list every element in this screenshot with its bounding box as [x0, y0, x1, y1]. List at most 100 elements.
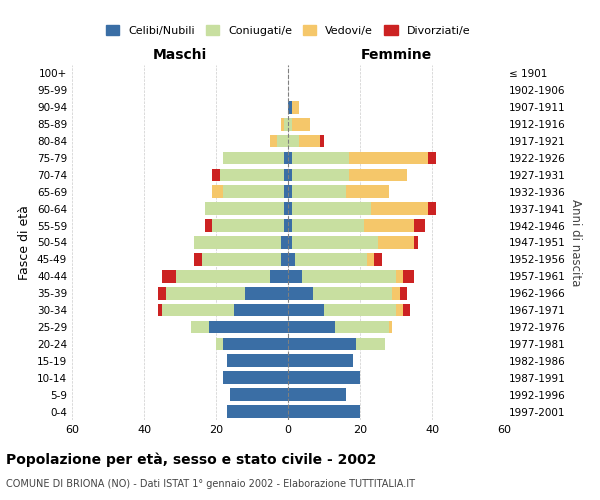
Bar: [166, 287, 245, 300]
Bar: [378, 236, 414, 249]
Bar: [320, 134, 324, 147]
Bar: [288, 354, 353, 367]
Bar: [288, 118, 292, 130]
Bar: [158, 304, 162, 316]
Bar: [288, 186, 292, 198]
Bar: [292, 101, 299, 114]
Bar: [302, 270, 396, 282]
Bar: [414, 220, 425, 232]
Bar: [288, 304, 324, 316]
Y-axis label: Fasce di età: Fasce di età: [19, 205, 31, 280]
Bar: [288, 168, 292, 181]
Text: Maschi: Maschi: [153, 48, 207, 62]
Bar: [428, 152, 436, 164]
Bar: [288, 236, 292, 249]
Bar: [292, 168, 349, 181]
Bar: [284, 220, 288, 232]
Bar: [288, 320, 335, 334]
Bar: [284, 202, 288, 215]
Bar: [205, 220, 212, 232]
Bar: [212, 220, 284, 232]
Text: Femmine: Femmine: [361, 48, 431, 62]
Bar: [281, 118, 284, 130]
Bar: [292, 220, 364, 232]
Bar: [158, 287, 166, 300]
Bar: [212, 168, 220, 181]
Bar: [392, 287, 400, 300]
Bar: [400, 287, 407, 300]
Bar: [364, 220, 414, 232]
Bar: [292, 152, 349, 164]
Bar: [284, 168, 288, 181]
Bar: [389, 320, 392, 334]
Bar: [234, 304, 288, 316]
Bar: [216, 338, 223, 350]
Bar: [288, 338, 356, 350]
Bar: [292, 186, 346, 198]
Bar: [288, 152, 292, 164]
Bar: [162, 304, 234, 316]
Bar: [270, 134, 277, 147]
Bar: [227, 405, 288, 418]
Bar: [205, 202, 284, 215]
Bar: [313, 287, 392, 300]
Bar: [288, 405, 360, 418]
Bar: [194, 253, 202, 266]
Bar: [396, 304, 403, 316]
Text: Popolazione per età, sesso e stato civile - 2002: Popolazione per età, sesso e stato civil…: [6, 452, 376, 467]
Bar: [374, 253, 382, 266]
Bar: [403, 304, 410, 316]
Bar: [176, 270, 270, 282]
Bar: [270, 270, 288, 282]
Bar: [223, 338, 288, 350]
Bar: [356, 338, 385, 350]
Bar: [162, 270, 176, 282]
Bar: [324, 304, 396, 316]
Bar: [288, 220, 292, 232]
Bar: [349, 168, 407, 181]
Bar: [403, 270, 414, 282]
Text: COMUNE DI BRIONA (NO) - Dati ISTAT 1° gennaio 2002 - Elaborazione TUTTITALIA.IT: COMUNE DI BRIONA (NO) - Dati ISTAT 1° ge…: [6, 479, 415, 489]
Bar: [245, 287, 288, 300]
Bar: [292, 118, 310, 130]
Bar: [194, 236, 281, 249]
Bar: [284, 186, 288, 198]
Bar: [292, 202, 371, 215]
Bar: [202, 253, 281, 266]
Bar: [292, 236, 378, 249]
Bar: [288, 134, 299, 147]
Bar: [191, 320, 209, 334]
Bar: [335, 320, 389, 334]
Bar: [428, 202, 436, 215]
Bar: [349, 152, 428, 164]
Bar: [223, 186, 284, 198]
Bar: [230, 388, 288, 401]
Y-axis label: Anni di nascita: Anni di nascita: [569, 199, 582, 286]
Bar: [223, 372, 288, 384]
Bar: [288, 372, 360, 384]
Bar: [288, 287, 313, 300]
Bar: [209, 320, 288, 334]
Bar: [288, 202, 292, 215]
Bar: [371, 202, 428, 215]
Bar: [281, 236, 288, 249]
Bar: [220, 168, 284, 181]
Bar: [288, 270, 302, 282]
Bar: [223, 152, 284, 164]
Bar: [277, 134, 288, 147]
Bar: [367, 253, 374, 266]
Bar: [281, 253, 288, 266]
Bar: [414, 236, 418, 249]
Bar: [295, 253, 367, 266]
Bar: [288, 101, 292, 114]
Bar: [212, 186, 223, 198]
Bar: [227, 354, 288, 367]
Bar: [284, 118, 288, 130]
Bar: [299, 134, 320, 147]
Bar: [396, 270, 403, 282]
Bar: [284, 152, 288, 164]
Bar: [346, 186, 389, 198]
Bar: [288, 253, 295, 266]
Legend: Celibi/Nubili, Coniugati/e, Vedovi/e, Divorziati/e: Celibi/Nubili, Coniugati/e, Vedovi/e, Di…: [101, 21, 475, 40]
Bar: [288, 388, 346, 401]
